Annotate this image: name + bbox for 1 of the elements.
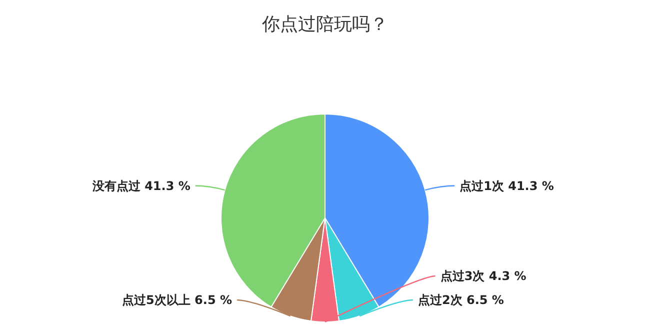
title: 你点过陪玩吗？ xyxy=(262,14,388,35)
